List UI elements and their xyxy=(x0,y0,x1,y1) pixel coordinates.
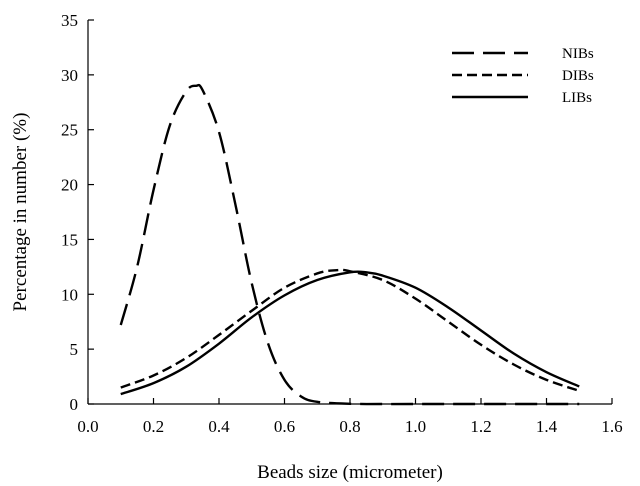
y-tick-label: 0 xyxy=(70,395,79,414)
x-tick-label: 0.6 xyxy=(274,417,295,436)
legend-label-nibs: NIBs xyxy=(562,46,594,62)
series-line-nibs xyxy=(119,83,580,406)
x-tick-label: 0.4 xyxy=(208,417,230,436)
y-tick-label: 5 xyxy=(70,340,79,359)
series-line-dibs xyxy=(120,268,580,392)
y-tick-label: 15 xyxy=(61,230,78,249)
y-axis-title: Percentage in number (%) xyxy=(10,113,31,312)
x-tick-label: 1.6 xyxy=(601,417,622,436)
y-tick-label: 35 xyxy=(61,11,78,30)
series-group xyxy=(119,83,580,406)
legend: NIBs DIBs LIBs xyxy=(452,46,594,106)
x-tick-label: 1.4 xyxy=(536,417,558,436)
x-tick-label: 0.0 xyxy=(77,417,98,436)
legend-label-libs: LIBs xyxy=(562,90,592,106)
x-tick-label: 0.8 xyxy=(339,417,360,436)
y-tick-label: 30 xyxy=(61,66,78,85)
y-tick-label: 25 xyxy=(61,121,78,140)
legend-label-dibs: DIBs xyxy=(562,68,594,84)
y-ticks: 0 5 10 15 20 25 30 35 xyxy=(61,11,94,414)
y-tick-label: 10 xyxy=(61,285,78,304)
x-axis-title: Beads size (micrometer) xyxy=(257,462,443,483)
x-ticks: 0.0 0.2 0.4 0.6 0.8 1.0 1.2 1.4 1.6 xyxy=(77,398,623,436)
axes xyxy=(87,20,612,405)
y-tick-label: 20 xyxy=(61,176,78,195)
x-tick-label: 1.0 xyxy=(405,417,426,436)
series-line-libs xyxy=(120,270,580,396)
x-tick-label: 1.2 xyxy=(470,417,491,436)
x-tick-label: 0.2 xyxy=(143,417,164,436)
